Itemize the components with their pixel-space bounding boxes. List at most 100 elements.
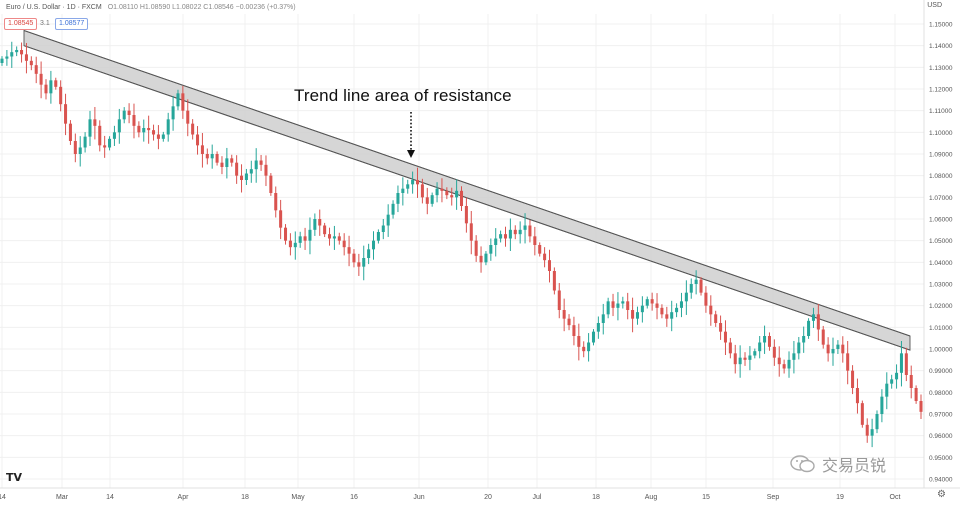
candle-body [313,219,317,230]
symbol-title[interactable]: Euro / U.S. Dollar · 1D · FXCM [6,4,102,11]
candle [684,280,688,315]
candle [503,226,508,247]
candle [572,316,576,346]
candle-body [235,162,239,176]
candle [704,286,708,313]
candle-body [684,292,688,302]
price-tick-label: 0.99000 [929,368,953,375]
price-axis[interactable]: 1.15000 1.14000 1.13000 1.12000 1.11000 1.100… [923,0,953,488]
candle [914,385,918,404]
candle-body [572,325,576,336]
candle-body [54,80,58,87]
candle [337,232,341,245]
candle [430,192,434,207]
candle-body [230,158,234,163]
candle [132,103,136,139]
candle-body [269,175,273,193]
time-tick-label: 15 [702,494,710,501]
candle-body [523,225,527,230]
candle [855,378,859,414]
candle [5,50,9,66]
candle [533,226,537,256]
candle [616,292,620,321]
candle-body [425,197,429,204]
candle-body [591,331,595,343]
candle-body [93,119,97,126]
candle-body [112,132,116,139]
candle-body [191,123,195,135]
candle-body [459,190,464,206]
candle [293,231,297,260]
candle [200,132,204,168]
time-tick-label: 14 [106,494,114,501]
candle [474,235,478,262]
candle [347,235,351,267]
candle [420,178,424,204]
candle-body [503,234,508,239]
candle [220,156,224,175]
candle [577,323,581,361]
candle [308,217,312,255]
candle-body [137,125,141,133]
candle-body [919,401,923,412]
candle-body [753,351,757,356]
candle [161,131,165,142]
candle [313,213,317,236]
candle [499,230,503,243]
candle [821,325,825,349]
candle-body [430,195,434,204]
currency-label[interactable]: USD [927,2,942,9]
candle [606,297,610,319]
candle-body [240,175,244,180]
candle [743,352,747,366]
candle-body [870,429,874,436]
settings-gear-icon[interactable]: ⚙ [937,489,946,500]
candle-body [704,292,708,306]
candle-body [406,184,410,189]
candle-body [225,158,229,167]
candle [240,164,244,193]
candle-body [821,329,825,345]
candle-body [347,247,351,254]
candle [357,253,361,276]
candle-body [479,255,483,263]
candle [587,333,591,362]
time-axis[interactable]: 14 Mar 14 Apr 18 May 16 Jun 20 Jul 18 Aug 15 Sep 19 Oct [0,487,960,501]
candle-body [562,310,566,319]
candle [440,178,444,203]
candle-body [748,355,752,360]
candle-body [303,236,307,241]
candle [758,336,762,359]
candle-body [293,242,297,248]
candle [156,125,160,150]
candle-body [127,110,131,115]
bid-price[interactable]: 1.08545 [4,18,38,30]
candle-body [631,310,635,319]
candle [450,187,454,206]
price-tick-label: 1.01000 [929,325,953,332]
ask-price[interactable]: 1.08577 [55,18,89,30]
time-tick-label: Jul [533,494,542,501]
candle-body [401,188,405,193]
candle-body [298,236,302,243]
candle [714,310,718,327]
candle [142,119,146,142]
candle-body [59,86,63,105]
candle-body [411,180,415,185]
wechat-icon [790,455,815,473]
tradingview-logo-icon[interactable]: TV [6,471,23,484]
watermark-text: 交易员锐 [822,456,887,475]
candle [870,418,874,448]
time-tick-label: May [291,494,305,501]
candle-body [655,303,659,308]
candle-body [665,314,669,319]
candle-body [689,284,693,293]
candle [166,112,170,142]
candle-body [816,314,820,330]
candle [127,103,131,124]
candle [332,225,336,250]
candle [191,119,195,140]
candle [875,410,879,434]
candle [846,340,850,385]
